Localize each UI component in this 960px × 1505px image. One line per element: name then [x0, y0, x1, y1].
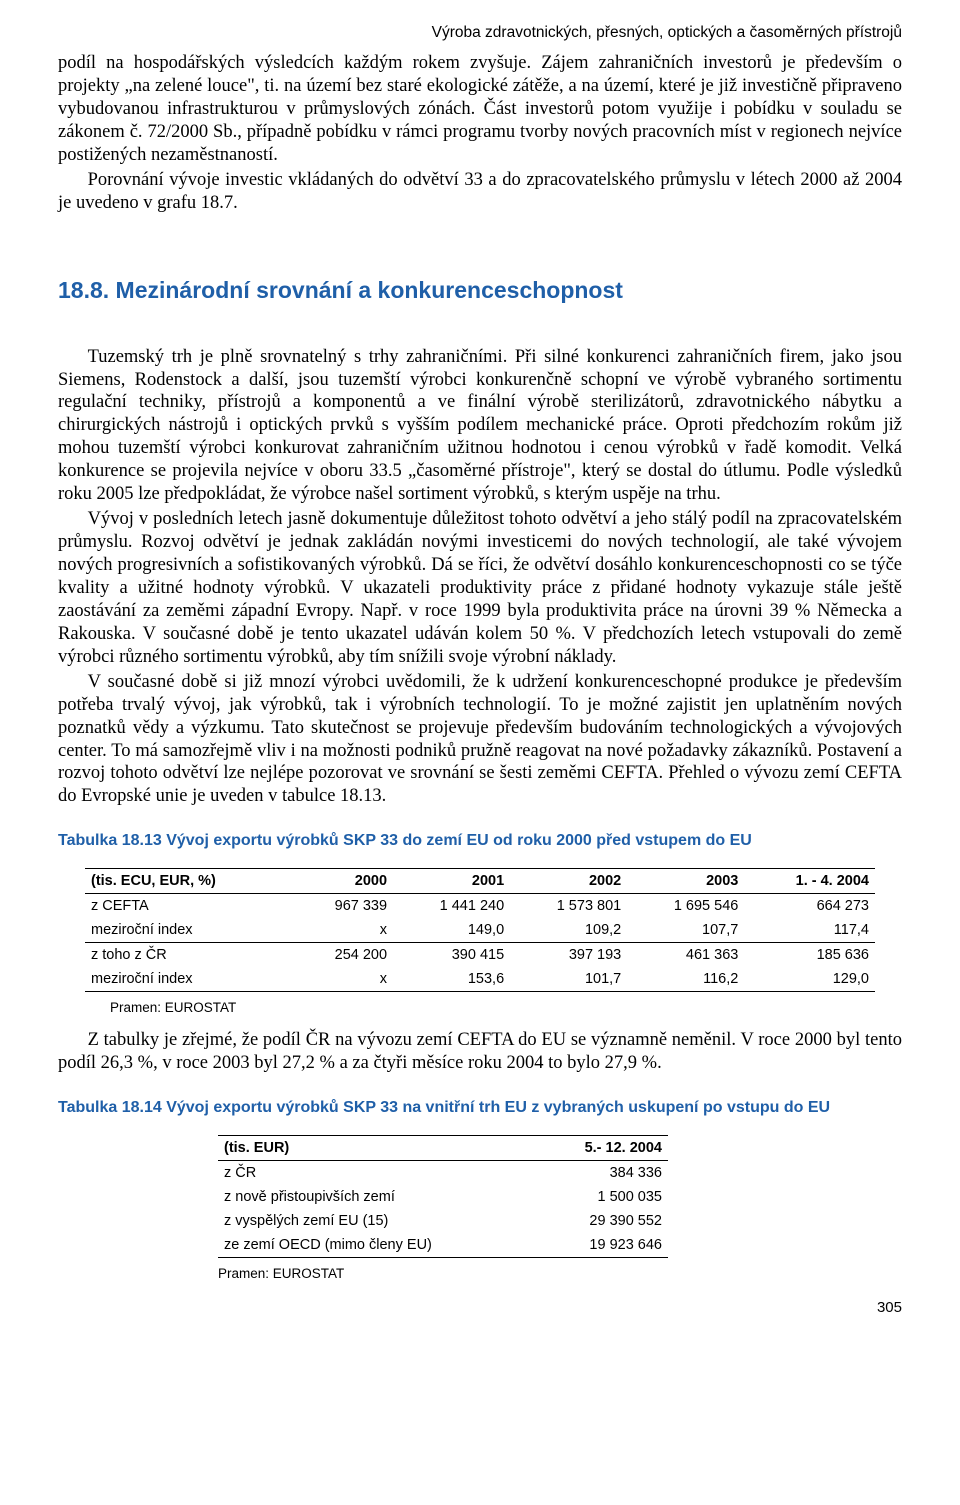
table13-cell: x — [294, 967, 393, 992]
table14-header-row: (tis. EUR) 5.- 12. 2004 — [218, 1136, 668, 1161]
para-4: Vývoj v posledních letech jasně dokument… — [58, 508, 902, 669]
table13-cell: 1 573 801 — [510, 894, 627, 919]
table13-cell: 109,2 — [510, 918, 627, 943]
para-3: Tuzemský trh je plně srovnatelný s trhy … — [58, 346, 902, 507]
table13-h5: 1. - 4. 2004 — [744, 869, 875, 894]
table13-cell: 116,2 — [627, 967, 744, 992]
table13-cell: 117,4 — [744, 918, 875, 943]
table-row: z nově přistoupivších zemí 1 500 035 — [218, 1185, 668, 1209]
table14-source: Pramen: EUROSTAT — [218, 1266, 902, 1281]
table14-cell: 19 923 646 — [538, 1233, 668, 1258]
para-6: Z tabulky je zřejmé, že podíl ČR na vývo… — [58, 1029, 902, 1075]
table14-r2-label: z vyspělých zemí EU (15) — [218, 1209, 538, 1233]
table14-r3-label: ze zemí OECD (mimo členy EU) — [218, 1233, 538, 1258]
table14-caption: Tabulka 18.14 Vývoj exportu výrobků SKP … — [58, 1099, 902, 1117]
table-row: meziroční index x 153,6 101,7 116,2 129,… — [85, 967, 875, 992]
table14-h1: 5.- 12. 2004 — [538, 1136, 668, 1161]
table13-cell: 101,7 — [510, 967, 627, 992]
table13-h3: 2002 — [510, 869, 627, 894]
table14-cell: 384 336 — [538, 1161, 668, 1186]
table14-r0-label: z ČR — [218, 1161, 538, 1186]
table13-h2: 2001 — [393, 869, 510, 894]
table-row: ze zemí OECD (mimo členy EU) 19 923 646 — [218, 1233, 668, 1258]
table13-h1: 2000 — [294, 869, 393, 894]
table-row: z toho z ČR 254 200 390 415 397 193 461 … — [85, 943, 875, 968]
para-1: podíl na hospodářských výsledcích každým… — [58, 52, 902, 167]
section-title: 18.8. Mezinárodní srovnání a konkurences… — [58, 277, 902, 304]
table13-cell: 153,6 — [393, 967, 510, 992]
table14: (tis. EUR) 5.- 12. 2004 z ČR 384 336 z n… — [218, 1135, 668, 1258]
table13-r2-label: z toho z ČR — [85, 943, 294, 968]
table14-cell: 29 390 552 — [538, 1209, 668, 1233]
table13-r3-label: meziroční index — [85, 967, 294, 992]
table13-source: Pramen: EUROSTAT — [110, 1000, 902, 1015]
table14-h0: (tis. EUR) — [218, 1136, 538, 1161]
table13-r0-label: z CEFTA — [85, 894, 294, 919]
table13-cell: 664 273 — [744, 894, 875, 919]
table13-cell: 397 193 — [510, 943, 627, 968]
table-row: z CEFTA 967 339 1 441 240 1 573 801 1 69… — [85, 894, 875, 919]
table13-cell: x — [294, 918, 393, 943]
table13-header-row: (tis. ECU, EUR, %) 2000 2001 2002 2003 1… — [85, 869, 875, 894]
table13: (tis. ECU, EUR, %) 2000 2001 2002 2003 1… — [85, 868, 875, 992]
table13-cell: 129,0 — [744, 967, 875, 992]
page-number: 305 — [58, 1299, 902, 1316]
table13-cell: 185 636 — [744, 943, 875, 968]
table-row: z vyspělých zemí EU (15) 29 390 552 — [218, 1209, 668, 1233]
table13-cell: 390 415 — [393, 943, 510, 968]
table13-cell: 254 200 — [294, 943, 393, 968]
table-row: z ČR 384 336 — [218, 1161, 668, 1186]
table13-cell: 107,7 — [627, 918, 744, 943]
table-row: meziroční index x 149,0 109,2 107,7 117,… — [85, 918, 875, 943]
table13-cell: 967 339 — [294, 894, 393, 919]
table13-cell: 1 441 240 — [393, 894, 510, 919]
para-2: Porovnání vývoje investic vkládaných do … — [58, 169, 902, 215]
table13-caption: Tabulka 18.13 Vývoj exportu výrobků SKP … — [58, 832, 902, 850]
table13-cell: 461 363 — [627, 943, 744, 968]
table13-r1-label: meziroční index — [85, 918, 294, 943]
para-5: V současné době si již mnozí výrobci uvě… — [58, 671, 902, 809]
table13-cell: 149,0 — [393, 918, 510, 943]
page-header: Výroba zdravotnických, přesných, optický… — [58, 24, 902, 42]
table13-h0: (tis. ECU, EUR, %) — [85, 869, 294, 894]
table14-r1-label: z nově přistoupivších zemí — [218, 1185, 538, 1209]
table13-cell: 1 695 546 — [627, 894, 744, 919]
table14-cell: 1 500 035 — [538, 1185, 668, 1209]
table13-h4: 2003 — [627, 869, 744, 894]
